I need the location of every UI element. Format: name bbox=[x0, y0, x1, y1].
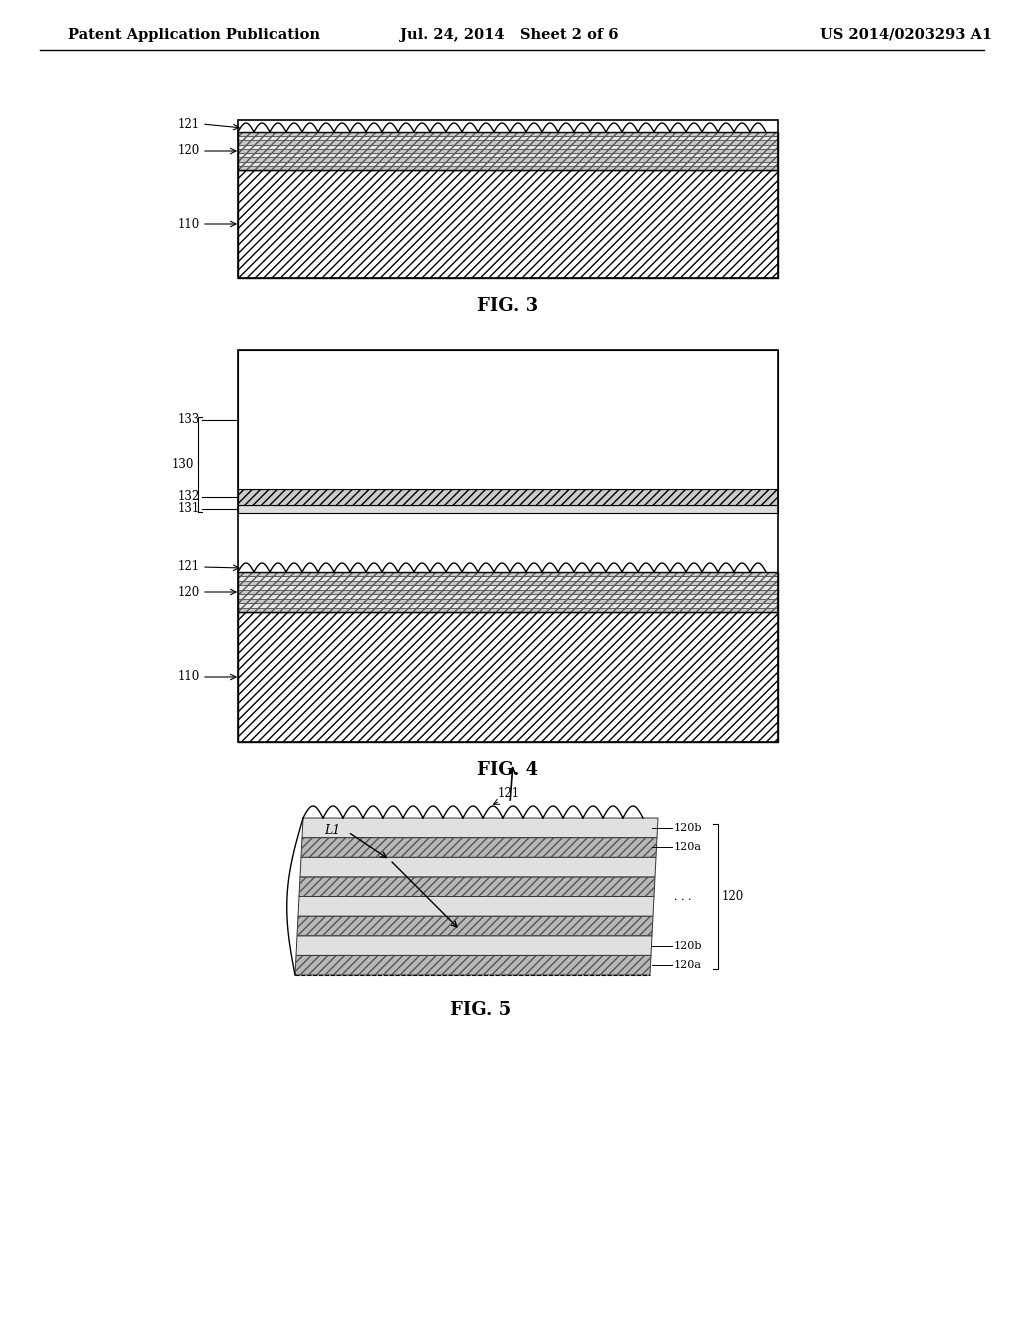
Text: 120: 120 bbox=[722, 890, 744, 903]
Text: 133: 133 bbox=[177, 413, 200, 426]
Bar bbox=[238, 132, 778, 170]
Bar bbox=[238, 506, 778, 513]
Polygon shape bbox=[296, 936, 652, 956]
Bar bbox=[238, 145, 778, 149]
Text: FIG. 3: FIG. 3 bbox=[477, 297, 539, 315]
Text: 120a: 120a bbox=[674, 960, 702, 970]
Bar bbox=[238, 170, 778, 279]
Text: 120b: 120b bbox=[674, 941, 702, 950]
Text: L1: L1 bbox=[324, 824, 340, 837]
Text: 120b: 120b bbox=[674, 822, 702, 833]
Text: 110: 110 bbox=[178, 218, 200, 231]
Bar bbox=[238, 590, 778, 594]
Bar bbox=[238, 161, 778, 166]
Polygon shape bbox=[297, 916, 653, 936]
Bar bbox=[238, 132, 778, 170]
Text: US 2014/0203293 A1: US 2014/0203293 A1 bbox=[820, 28, 992, 42]
Bar bbox=[238, 572, 778, 612]
Polygon shape bbox=[301, 838, 657, 857]
Bar bbox=[238, 581, 778, 585]
Bar bbox=[238, 136, 778, 140]
Polygon shape bbox=[300, 857, 656, 876]
Text: FIG. 4: FIG. 4 bbox=[477, 762, 539, 779]
Bar bbox=[238, 157, 778, 161]
Polygon shape bbox=[298, 896, 654, 916]
Text: 110: 110 bbox=[178, 671, 200, 684]
Text: 120: 120 bbox=[178, 144, 200, 157]
Text: 131: 131 bbox=[178, 503, 200, 516]
Bar bbox=[238, 572, 778, 577]
Text: FIG. 5: FIG. 5 bbox=[450, 1001, 511, 1019]
Text: 120a: 120a bbox=[674, 842, 702, 853]
Bar bbox=[238, 488, 778, 506]
Bar bbox=[238, 149, 778, 153]
Text: 120: 120 bbox=[178, 586, 200, 598]
Text: Jul. 24, 2014   Sheet 2 of 6: Jul. 24, 2014 Sheet 2 of 6 bbox=[400, 28, 618, 42]
Text: 130: 130 bbox=[172, 458, 194, 471]
Text: 132: 132 bbox=[178, 491, 200, 503]
Text: 121: 121 bbox=[178, 117, 200, 131]
Bar bbox=[238, 572, 778, 612]
Bar bbox=[238, 594, 778, 599]
Text: . . .: . . . bbox=[674, 891, 691, 902]
Polygon shape bbox=[299, 876, 655, 896]
Text: 121: 121 bbox=[498, 787, 520, 800]
Bar bbox=[238, 120, 778, 279]
Text: Patent Application Publication: Patent Application Publication bbox=[68, 28, 319, 42]
Text: 121: 121 bbox=[178, 561, 200, 573]
Bar bbox=[238, 585, 778, 590]
Bar bbox=[238, 132, 778, 136]
Polygon shape bbox=[295, 956, 651, 975]
Bar bbox=[238, 603, 778, 607]
Polygon shape bbox=[302, 818, 658, 838]
Bar bbox=[238, 577, 778, 581]
Bar bbox=[238, 607, 778, 612]
Bar bbox=[238, 153, 778, 157]
Bar bbox=[238, 612, 778, 742]
Bar bbox=[238, 166, 778, 170]
Bar bbox=[238, 599, 778, 603]
Bar bbox=[238, 140, 778, 145]
Bar bbox=[238, 350, 778, 488]
Bar bbox=[238, 350, 778, 742]
